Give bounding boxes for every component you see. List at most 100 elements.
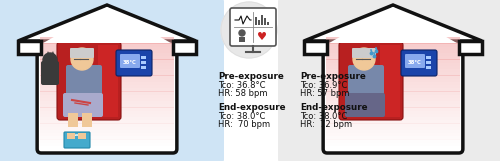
Bar [40,63,174,66]
FancyBboxPatch shape [116,50,152,76]
Circle shape [376,50,378,53]
Bar [326,104,460,108]
Bar [40,59,174,63]
Bar [426,66,431,69]
Bar [326,139,460,143]
Circle shape [353,48,375,70]
Circle shape [374,55,376,58]
Text: Tco: 38.0°C: Tco: 38.0°C [218,112,266,121]
Polygon shape [459,41,482,54]
FancyBboxPatch shape [63,93,103,117]
Bar [40,95,174,98]
Bar [326,75,460,79]
Bar [326,85,460,88]
Bar [141,61,146,64]
Bar [78,133,86,139]
Bar [326,136,460,139]
Bar [326,37,460,40]
Bar [326,56,460,60]
Text: Tco: 36.9°C: Tco: 36.9°C [300,81,348,90]
Polygon shape [18,5,196,41]
Bar [141,66,146,69]
Bar [40,104,174,108]
Bar [40,66,174,69]
Text: HR:  70 bpm: HR: 70 bpm [218,120,270,129]
FancyBboxPatch shape [64,132,90,148]
FancyBboxPatch shape [339,42,403,120]
Bar [40,133,174,136]
FancyBboxPatch shape [57,42,121,120]
Bar [326,127,460,130]
Polygon shape [304,5,482,41]
FancyBboxPatch shape [348,65,384,107]
Bar [326,98,460,101]
Bar [326,47,460,50]
Text: End-exposure: End-exposure [300,103,368,112]
FancyBboxPatch shape [70,48,94,58]
Bar [380,45,400,117]
Bar [67,133,75,139]
Bar [40,98,174,101]
FancyBboxPatch shape [41,61,59,85]
Bar [40,91,174,95]
FancyBboxPatch shape [120,54,140,68]
Bar [40,72,174,76]
Bar [68,113,78,127]
Bar [40,139,174,143]
Bar [426,61,431,64]
Bar [326,101,460,104]
Bar [326,111,460,114]
Bar [40,50,174,53]
FancyBboxPatch shape [352,48,376,58]
Bar [40,120,174,123]
Bar [326,107,460,111]
Bar [40,75,174,79]
Circle shape [370,52,372,55]
Polygon shape [49,51,56,59]
Text: HR:  72 bpm: HR: 72 bpm [300,120,352,129]
Text: ♥: ♥ [257,32,267,42]
Bar [40,69,174,72]
Polygon shape [173,41,196,54]
Polygon shape [43,7,171,43]
Bar [40,127,174,130]
FancyBboxPatch shape [405,54,425,68]
Bar [326,130,460,133]
Bar [40,56,174,60]
Bar [40,43,174,47]
Bar [40,40,174,43]
Bar [40,143,174,146]
Text: Tco: 36.8°C: Tco: 36.8°C [218,81,266,90]
Bar [40,82,174,85]
Bar [141,56,146,59]
Bar [255,17,257,25]
Polygon shape [304,41,327,54]
Polygon shape [45,51,51,59]
FancyBboxPatch shape [230,8,276,46]
Bar [326,50,460,53]
Text: 38°C: 38°C [408,60,422,65]
Bar [326,72,460,76]
Bar [40,111,174,114]
Text: End-exposure: End-exposure [218,103,286,112]
Text: Pre-exposure: Pre-exposure [300,72,366,81]
Bar [326,66,460,69]
Bar [267,22,269,25]
Bar [40,123,174,127]
Bar [40,107,174,111]
Bar [82,113,92,127]
Bar [40,37,174,40]
Circle shape [71,48,93,70]
Bar [261,15,263,25]
Text: 38°C: 38°C [123,60,137,65]
Bar [40,117,174,120]
Bar [326,133,460,136]
Bar [40,53,174,56]
Bar [326,91,460,95]
Circle shape [239,30,245,36]
Bar [239,37,245,42]
Circle shape [43,53,57,67]
Bar [40,146,174,149]
Bar [326,43,460,47]
Bar [40,130,174,133]
